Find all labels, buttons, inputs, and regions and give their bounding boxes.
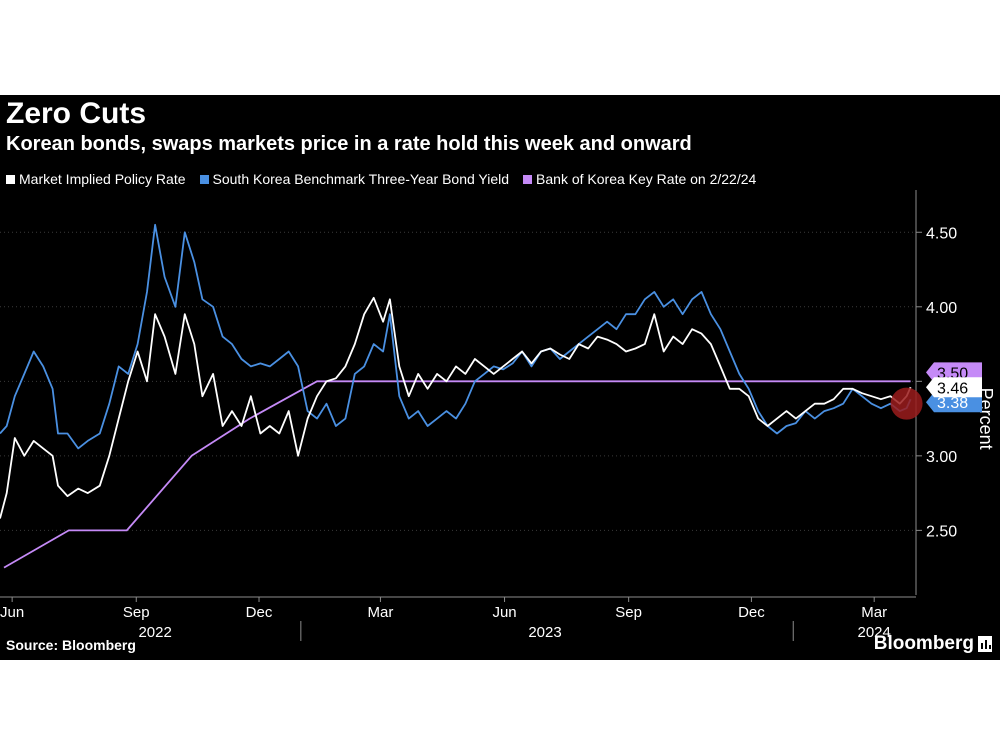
x-tick-label: Mar [368, 604, 394, 621]
end-value-tag-bg [926, 377, 982, 398]
series-line [3, 380, 911, 569]
bloomberg-logo: Bloomberg [874, 633, 992, 655]
legend-label-key-rate: Bank of Korea Key Rate on 2/22/24 [536, 171, 757, 187]
x-tick-label: Dec [246, 604, 273, 621]
x-tick-label: Sep [615, 604, 642, 621]
x-tick-label: Sep [123, 604, 150, 621]
series-line [0, 296, 912, 519]
x-year-label: 2023 [528, 624, 561, 641]
series-line [0, 223, 912, 450]
chart-panel: Zero Cuts Korean bonds, swaps markets pr… [0, 95, 1000, 660]
bloomberg-bars-icon [978, 636, 992, 652]
x-year-label: 2022 [138, 624, 171, 641]
x-year-label: 2024 [857, 624, 890, 641]
highlight-marker [890, 387, 923, 420]
legend-swatch-key-rate [523, 174, 533, 184]
chart-subtitle: Korean bonds, swaps markets price in a r… [6, 133, 692, 155]
end-value-tag: 3.46 [926, 377, 982, 398]
end-value-tag-label: 3.38 [937, 395, 968, 412]
end-value-tag-label: 3.46 [937, 380, 968, 397]
x-tick-label: Dec [738, 604, 765, 621]
legend-item-market-implied: Market Implied Policy Rate [6, 171, 186, 187]
legend-item-key-rate: Bank of Korea Key Rate on 2/22/24 [523, 171, 756, 187]
legend-swatch-market-implied [6, 174, 15, 184]
x-tick-label: Jun [492, 604, 516, 621]
legend-swatch-bond-yield [199, 174, 209, 184]
chart-legend: Market Implied Policy Rate South Korea B… [6, 171, 756, 187]
legend-label-market-implied: Market Implied Policy Rate [19, 171, 186, 187]
y-tick-label: 4.50 [926, 225, 957, 242]
y-tick-label: 4.00 [926, 300, 957, 317]
source-note: Source: Bloomberg [6, 637, 136, 653]
x-tick-label: Mar [861, 604, 887, 621]
legend-item-bond-yield: South Korea Benchmark Three-Year Bond Yi… [199, 171, 510, 187]
legend-label-bond-yield: South Korea Benchmark Three-Year Bond Yi… [212, 171, 510, 187]
brand-text: Bloomberg [873, 633, 974, 654]
y-tick-label: 3.00 [926, 449, 957, 466]
x-tick-label: Jun [0, 604, 24, 621]
chart-title: Zero Cuts [6, 97, 147, 130]
y-tick-label: 2.50 [926, 523, 957, 540]
